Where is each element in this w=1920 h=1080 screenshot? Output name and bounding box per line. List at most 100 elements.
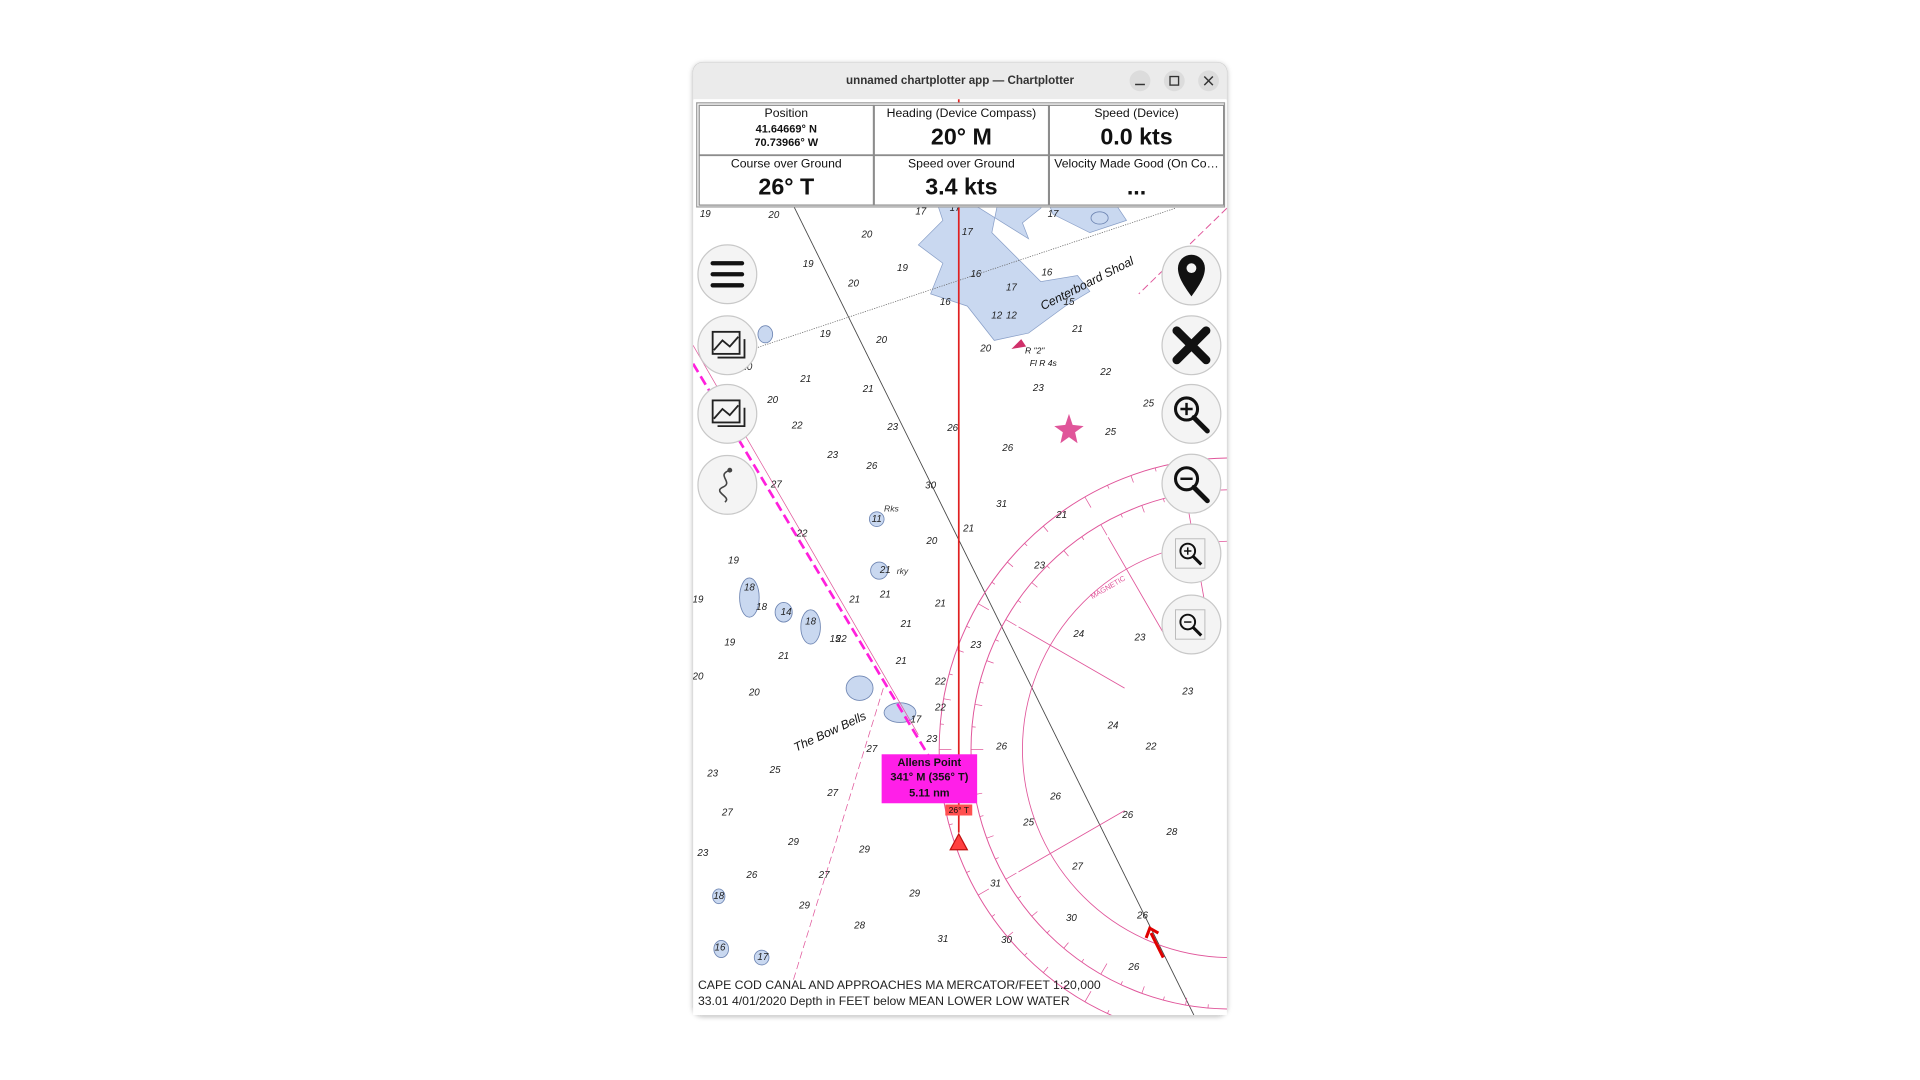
instrument-value: 20° M	[931, 124, 992, 150]
title-bar	[693, 62, 1227, 100]
rose-tick	[1305, 1027, 1306, 1031]
close-button[interactable]	[1198, 70, 1219, 92]
sounding: 19	[700, 209, 711, 220]
current-arrow	[1144, 925, 1165, 959]
rose-tick	[1063, 550, 1069, 557]
sounding: 15	[1064, 297, 1075, 308]
waypoint-distance: 5.11 nm	[909, 787, 950, 799]
instrument-cell	[698, 154, 875, 206]
rose-tick	[1081, 536, 1085, 540]
waypoint-button[interactable]	[1161, 245, 1222, 306]
sounding: 23	[696, 848, 708, 859]
sounding: 23	[1033, 560, 1045, 571]
waypoint-box[interactable]	[881, 754, 978, 804]
rose-tick	[1370, 991, 1376, 1002]
sounding: 30	[1066, 913, 1077, 924]
chart-layer-button[interactable]	[697, 383, 758, 444]
rose-tick	[966, 870, 970, 873]
sounding: 18	[805, 617, 816, 628]
chart-layer-button[interactable]	[697, 315, 758, 376]
range-line	[793, 205, 1195, 1016]
sounding: 26	[1049, 792, 1061, 803]
rose-tick	[1007, 561, 1014, 568]
rose-tick	[1434, 953, 1437, 956]
window-title: unnamed chartplotter app — Chartplotter	[846, 74, 1074, 87]
instrument-value: 26° T	[758, 174, 814, 200]
rose-tick	[1352, 485, 1354, 488]
cancel-button[interactable]	[1161, 315, 1222, 376]
sounding: 19	[897, 263, 908, 274]
sounding: 21	[848, 595, 860, 606]
sounding: 17	[950, 203, 961, 214]
rose-spoke	[1018, 810, 1125, 873]
rose-tick	[1468, 836, 1475, 839]
rose-tick	[1352, 1010, 1354, 1013]
waypoint-bearing: 341° M (356° T)	[890, 771, 968, 783]
rose-tick	[1185, 997, 1188, 1006]
rose-tick	[979, 681, 984, 684]
sounding: 22	[934, 702, 946, 713]
rose-tick	[1339, 514, 1341, 517]
sounding: 31	[990, 879, 1001, 890]
rose-tick	[1180, 1029, 1181, 1036]
rose-tick	[1370, 497, 1376, 508]
sounding: 17	[962, 227, 973, 238]
sounding: 20	[925, 536, 937, 547]
rose-tick	[1413, 526, 1418, 532]
sounding: 26	[1001, 443, 1013, 454]
islets	[712, 211, 1109, 966]
rose-tick	[991, 914, 996, 917]
instrument-label: Speed (Device)	[1094, 106, 1178, 120]
nautical-chart[interactable]: 19 20 19 20 20 19 17 17 17 16 16 17 16 17 15 21 20 23 22 25…	[692, 99, 1523, 1041]
sounding: 22	[1099, 367, 1111, 378]
rose-tick	[1377, 959, 1379, 962]
rose-tick	[1317, 505, 1320, 512]
rose-tick	[1412, 566, 1415, 569]
sounding: 22	[796, 528, 808, 539]
heading-tag-label: 26° T	[949, 805, 970, 815]
sounding: 26	[1136, 911, 1148, 922]
minimize-button[interactable]	[1129, 70, 1151, 92]
light-label: Fl R 4s	[1030, 358, 1058, 368]
zoom-out-button[interactable]	[1161, 453, 1222, 514]
sounding: 21	[895, 656, 907, 667]
instrument-cell	[873, 154, 1050, 206]
rose-tick	[1377, 537, 1379, 540]
rose-tick	[1031, 911, 1038, 917]
rose-tick	[1043, 966, 1049, 973]
sounding: 25	[1104, 427, 1116, 438]
shoal-area	[857, 183, 1091, 341]
rose-tick	[1424, 583, 1430, 588]
rose-tick	[1354, 964, 1360, 975]
instrument-label: Velocity Made Good (On Co…	[1054, 156, 1219, 170]
sounding: 17	[1048, 209, 1059, 220]
instrument-value: 3.4 kts	[925, 174, 997, 200]
sounding: 27	[818, 870, 830, 881]
fine-zoom-in-button[interactable]	[1161, 523, 1222, 584]
zoom-in-button[interactable]	[1161, 383, 1222, 444]
sounding: 22	[791, 421, 803, 432]
maximize-button[interactable]	[1163, 70, 1185, 92]
route-button[interactable]	[697, 454, 758, 515]
chart-info: CAPE COD CANAL AND APPROACHES MA MERCATO…	[698, 978, 1101, 992]
sounding: 21	[934, 598, 946, 609]
rose-tick	[1131, 1016, 1134, 1023]
menu-button[interactable]	[697, 244, 758, 305]
rose-tick	[1463, 858, 1466, 860]
sounding: 26	[995, 742, 1007, 753]
instrument-value: ...	[1127, 174, 1146, 200]
rose-tick	[1141, 986, 1145, 994]
rose-tick	[979, 815, 984, 817]
rose-tick	[986, 835, 994, 839]
sounding: 20	[766, 395, 778, 406]
light-label: R "2"	[1025, 346, 1045, 356]
sounding: 19	[724, 637, 735, 648]
rose-tick	[1440, 896, 1443, 898]
sounding: 29	[787, 837, 799, 848]
sounding: 26	[745, 870, 757, 881]
sounding: 31	[996, 499, 1007, 510]
sounding: 27	[826, 788, 838, 799]
rose-tick	[1063, 984, 1066, 989]
fine-zoom-out-button[interactable]	[1161, 594, 1222, 655]
